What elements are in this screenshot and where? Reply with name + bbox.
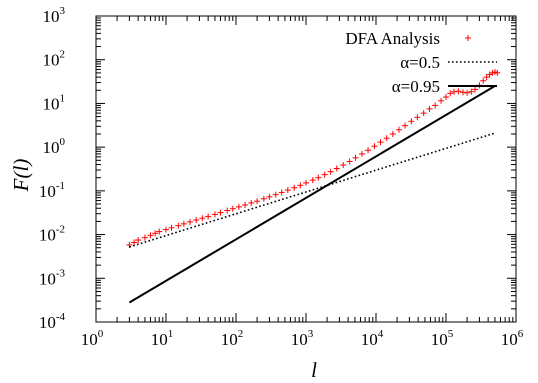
series-layer bbox=[126, 69, 501, 304]
data-point bbox=[420, 110, 427, 117]
x-tick-label: 100 bbox=[81, 328, 104, 349]
data-point bbox=[303, 179, 309, 186]
data-point bbox=[408, 118, 415, 125]
data-point bbox=[254, 198, 261, 205]
data-point bbox=[193, 217, 200, 224]
data-point bbox=[297, 182, 304, 189]
x-tick-label: 105 bbox=[431, 328, 454, 349]
tick-labels: 100 101 102 103 104 105 106 10-4 10-3 10-2 10-1 100… bbox=[39, 5, 524, 349]
data-point bbox=[211, 211, 218, 218]
data-point bbox=[472, 86, 479, 93]
data-point bbox=[377, 139, 384, 146]
data-point bbox=[175, 222, 182, 229]
data-point bbox=[315, 174, 322, 181]
data-point bbox=[235, 203, 242, 210]
data-point bbox=[327, 168, 334, 175]
data-point bbox=[199, 215, 206, 222]
data-point bbox=[186, 218, 193, 225]
series-1 bbox=[126, 69, 501, 248]
y-tick-label: 101 bbox=[43, 92, 66, 113]
series-2 bbox=[129, 132, 496, 248]
data-point bbox=[340, 162, 347, 169]
data-point bbox=[352, 154, 359, 161]
y-tick-label: 102 bbox=[43, 49, 66, 70]
data-point bbox=[455, 88, 462, 95]
data-point bbox=[346, 158, 353, 165]
data-point bbox=[272, 191, 279, 198]
y-tick-label: 10-1 bbox=[39, 180, 65, 201]
data-point bbox=[468, 88, 475, 95]
data-point bbox=[248, 199, 255, 206]
data-point bbox=[224, 207, 231, 214]
data-point bbox=[131, 239, 138, 246]
data-point bbox=[447, 90, 454, 97]
fit-line bbox=[129, 132, 496, 248]
data-point bbox=[358, 150, 365, 157]
data-point bbox=[486, 71, 493, 78]
data-point bbox=[168, 224, 175, 231]
y-tick-label: 103 bbox=[43, 5, 66, 26]
y-tick-label: 10-3 bbox=[39, 267, 66, 288]
data-point bbox=[284, 187, 291, 194]
data-point bbox=[426, 105, 433, 112]
data-point bbox=[141, 234, 148, 241]
legend-entry-3: α=0.95 bbox=[392, 77, 497, 96]
data-point bbox=[135, 237, 142, 244]
y-tick-label: 100 bbox=[43, 136, 66, 157]
y-axis-label: F(l) bbox=[9, 159, 33, 193]
data-point bbox=[217, 209, 224, 216]
data-point bbox=[402, 122, 409, 129]
data-point bbox=[432, 102, 439, 109]
data-point bbox=[383, 135, 390, 142]
legend-marker bbox=[465, 35, 471, 41]
data-point bbox=[291, 184, 298, 191]
data-point bbox=[443, 94, 449, 101]
data-point bbox=[309, 177, 316, 184]
data-point bbox=[460, 89, 467, 96]
legend-label: DFA Analysis bbox=[345, 29, 440, 48]
data-point bbox=[180, 220, 187, 227]
legend-entry-1: DFA Analysis bbox=[345, 29, 471, 48]
data-point bbox=[266, 193, 273, 200]
x-tick-label: 102 bbox=[221, 328, 244, 349]
y-tick-label: 10-2 bbox=[39, 224, 65, 245]
y-tick-label: 10-4 bbox=[39, 311, 66, 332]
data-point bbox=[278, 189, 285, 196]
data-point bbox=[321, 171, 328, 178]
data-point bbox=[494, 69, 501, 76]
data-point bbox=[229, 205, 236, 212]
data-point bbox=[438, 97, 445, 104]
x-tick-label: 106 bbox=[501, 328, 524, 349]
data-point bbox=[163, 226, 169, 233]
data-point bbox=[333, 165, 340, 172]
data-point bbox=[152, 230, 159, 237]
legend-label: α=0.95 bbox=[392, 77, 440, 96]
data-point bbox=[450, 88, 457, 95]
data-point bbox=[205, 213, 212, 220]
x-tick-label: 104 bbox=[361, 328, 384, 349]
data-point bbox=[414, 114, 421, 121]
data-point bbox=[365, 147, 372, 154]
legend: DFA Analysis α=0.5 α=0.95 bbox=[345, 29, 497, 96]
fit-line bbox=[128, 85, 496, 304]
ticks-layer bbox=[95, 15, 517, 323]
x-tick-label: 103 bbox=[291, 328, 314, 349]
data-point bbox=[483, 74, 490, 81]
x-axis-label: l bbox=[311, 358, 317, 382]
legend-entry-2: α=0.5 bbox=[400, 53, 497, 72]
data-point bbox=[147, 232, 154, 239]
legend-label: α=0.5 bbox=[400, 53, 440, 72]
data-point bbox=[480, 77, 487, 84]
data-point bbox=[242, 201, 249, 208]
data-point bbox=[371, 143, 378, 150]
data-point bbox=[156, 228, 163, 235]
data-point bbox=[464, 89, 471, 96]
data-point bbox=[395, 126, 402, 133]
x-tick-label: 101 bbox=[151, 328, 174, 349]
series-3 bbox=[128, 85, 496, 304]
data-point bbox=[260, 195, 267, 202]
data-point bbox=[389, 130, 396, 137]
